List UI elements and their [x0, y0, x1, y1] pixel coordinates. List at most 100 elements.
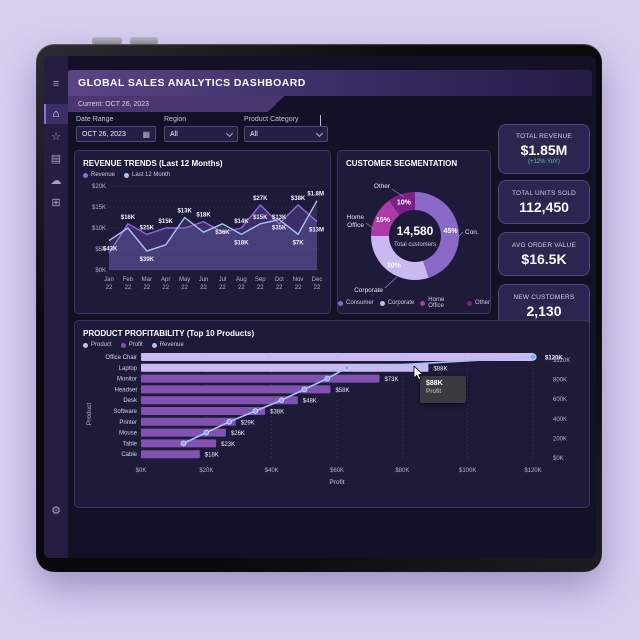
- revenue-trends-panel: REVENUE TRENDS (Last 12 Months) Revenue L…: [74, 150, 331, 314]
- svg-text:Other: Other: [374, 183, 391, 190]
- svg-text:Office Chair: Office Chair: [105, 355, 137, 361]
- svg-text:$88K: $88K: [433, 366, 447, 372]
- menu-icon[interactable]: ≡: [52, 78, 60, 90]
- svg-text:Cable: Cable: [121, 452, 137, 458]
- kpi-value: 2,130: [526, 302, 562, 319]
- product-category-value: All: [250, 130, 258, 138]
- svg-text:$43K: $43K: [103, 247, 118, 253]
- volume-button-1: [92, 37, 122, 45]
- svg-text:$39K: $39K: [140, 257, 155, 263]
- product-category-label: Product Category: [244, 116, 299, 123]
- chevron-down-icon: [225, 129, 234, 137]
- legend-item[interactable]: Last 12 Month: [124, 172, 170, 178]
- svg-text:600K: 600K: [553, 397, 567, 403]
- svg-text:$60K: $60K: [330, 468, 344, 474]
- product-profitability-title: PRODUCT PROFITABILITY (Top 10 Products): [83, 329, 255, 338]
- svg-text:Profit: Profit: [329, 479, 344, 486]
- page-title: GLOBAL SALES ANALYTICS DASHBOARD: [78, 77, 306, 89]
- legend-item[interactable]: Home Office: [420, 297, 461, 309]
- svg-text:14,580: 14,580: [397, 224, 434, 238]
- legend-item[interactable]: Profit: [120, 342, 143, 348]
- svg-text:$38K: $38K: [291, 196, 306, 202]
- kpi-value: 112,450: [519, 198, 569, 215]
- svg-text:30%: 30%: [387, 263, 402, 270]
- kpi-delta: (+12% YoY): [528, 159, 560, 165]
- region-label: Region: [164, 116, 187, 123]
- product-category-dropdown[interactable]: All: [244, 126, 328, 142]
- apps-icon[interactable]: ⊞: [51, 196, 61, 209]
- tooltip-label: Profit: [426, 388, 442, 395]
- chevron-down-icon: [315, 129, 324, 137]
- legend-item[interactable]: Corporate: [379, 297, 414, 309]
- tablet-device: ≡ ⌂ ☆ ▤ ☁ ⊞ ⚙ GLOBAL SALES ANALYTICS DAS…: [36, 44, 602, 572]
- revenue-trends-chart[interactable]: $20K $15K $10K $5K $0K Jan 22 Feb 22 Mar 22 Apr 22 Ma…: [83, 178, 324, 304]
- date-range-input[interactable]: OCT 26, 2023 ▦: [76, 126, 156, 142]
- svg-text:22: 22: [181, 285, 188, 291]
- svg-text:22: 22: [106, 285, 113, 291]
- report-icon[interactable]: ▤: [50, 152, 62, 165]
- svg-text:$73K: $73K: [384, 377, 398, 383]
- home-icon[interactable]: ⌂: [44, 104, 68, 124]
- svg-text:400K: 400K: [553, 417, 567, 423]
- customer-segmentation-legend: Consumer Corporate Home Office Other: [338, 297, 490, 309]
- svg-text:45%: 45%: [444, 228, 459, 235]
- svg-text:Dec: Dec: [312, 277, 323, 283]
- svg-text:$29K: $29K: [241, 420, 255, 426]
- svg-text:$15K: $15K: [159, 219, 174, 225]
- svg-text:$0K: $0K: [136, 468, 147, 474]
- svg-text:22: 22: [295, 285, 302, 291]
- svg-text:10%: 10%: [397, 199, 412, 206]
- mouse-cursor: [413, 366, 424, 381]
- legend-item[interactable]: Consumer: [338, 297, 374, 309]
- svg-text:$23K: $23K: [221, 442, 235, 448]
- svg-text:$18K: $18K: [234, 240, 249, 246]
- svg-text:$80K: $80K: [395, 468, 409, 474]
- svg-text:$25K: $25K: [140, 225, 155, 231]
- svg-text:$120K: $120K: [553, 358, 570, 364]
- kpi-avg-order-value: AVG ORDER VALUE $16.5K: [498, 232, 590, 276]
- svg-text:22: 22: [219, 285, 226, 291]
- svg-text:Total customers: Total customers: [394, 242, 436, 248]
- current-date-ribbon: Current: OCT 26, 2023: [68, 96, 284, 112]
- dashboard-screen: ≡ ⌂ ☆ ▤ ☁ ⊞ ⚙ GLOBAL SALES ANALYTICS DAS…: [44, 56, 596, 558]
- settings-icon[interactable]: ⚙: [51, 504, 61, 517]
- region-dropdown[interactable]: All: [164, 126, 238, 142]
- legend-item[interactable]: Other: [466, 297, 490, 309]
- svg-text:Product: Product: [86, 403, 93, 426]
- customer-segmentation-panel: CUSTOMER SEGMENTATION 45% 30% 15% 10% 14,580…: [337, 150, 491, 314]
- svg-text:Jul: Jul: [219, 277, 227, 283]
- svg-text:$36K: $36K: [215, 230, 230, 236]
- kpi-total-units-sold: TOTAL UNITS SOLD 112,450: [498, 180, 590, 224]
- svg-text:$15K: $15K: [92, 205, 106, 211]
- revenue-trends-title: REVENUE TRENDS (Last 12 Months): [83, 159, 223, 168]
- share-icon[interactable]: ☁: [50, 174, 62, 187]
- svg-text:22: 22: [143, 285, 150, 291]
- kpi-label: AVG ORDER VALUE: [511, 241, 577, 249]
- legend-item[interactable]: Revenue: [83, 172, 115, 178]
- svg-text:$20K: $20K: [199, 468, 213, 474]
- product-profitability-chart[interactable]: $0K $20K $40K $60K $80K $100K $120K Profit Produ…: [83, 350, 583, 492]
- svg-text:Home: Home: [347, 214, 365, 221]
- svg-text:200K: 200K: [553, 436, 567, 442]
- calendar-icon: ▦: [142, 129, 150, 139]
- kpi-value: $16.5K: [521, 250, 567, 267]
- svg-text:$13K: $13K: [177, 209, 192, 215]
- svg-text:Oct: Oct: [275, 277, 285, 283]
- volume-button-2: [130, 37, 158, 45]
- svg-text:$120K: $120K: [545, 356, 563, 362]
- svg-text:Mouse: Mouse: [119, 431, 138, 437]
- legend-item[interactable]: Revenue: [151, 342, 184, 348]
- svg-text:$48K: $48K: [303, 399, 317, 405]
- star-icon[interactable]: ☆: [51, 130, 61, 143]
- svg-text:22: 22: [200, 285, 207, 291]
- product-profitability-panel: PRODUCT PROFITABILITY (Top 10 Products) …: [74, 320, 590, 508]
- svg-text:Mar: Mar: [142, 277, 152, 283]
- svg-text:Headset: Headset: [115, 387, 138, 393]
- svg-text:22: 22: [314, 285, 321, 291]
- svg-text:Con.: Con.: [465, 229, 479, 236]
- svg-text:Software: Software: [113, 409, 137, 415]
- customer-segmentation-chart[interactable]: 45% 30% 15% 10% 14,580 Total customers Con. Cor…: [338, 170, 492, 302]
- svg-text:22: 22: [257, 285, 264, 291]
- legend-item[interactable]: Product: [83, 342, 112, 348]
- sidebar: ≡ ⌂ ☆ ▤ ☁ ⊞ ⚙: [44, 56, 68, 558]
